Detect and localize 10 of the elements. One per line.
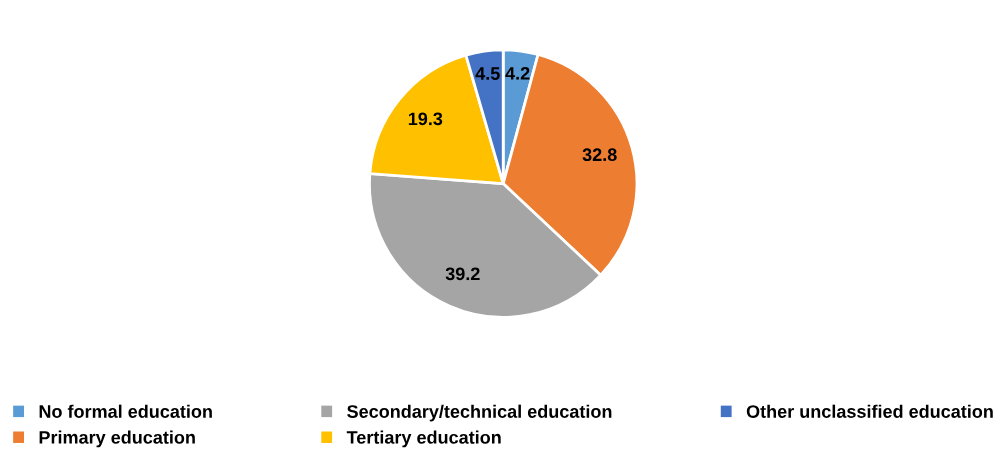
legend-label: No formal education <box>39 404 212 418</box>
data-label: 4.2 <box>505 66 530 80</box>
legend-label: Tertiary education <box>346 430 501 448</box>
legend-label: Secondary/technical education <box>347 404 612 422</box>
data-label: 4.5 <box>475 67 500 80</box>
legend-label: Primary education <box>39 430 195 448</box>
data-label: 32.8 <box>582 148 617 162</box>
data-label: 19.3 <box>408 112 443 126</box>
legend-label: Other unclassified education <box>746 404 993 418</box>
data-label: 39.2 <box>445 267 480 281</box>
